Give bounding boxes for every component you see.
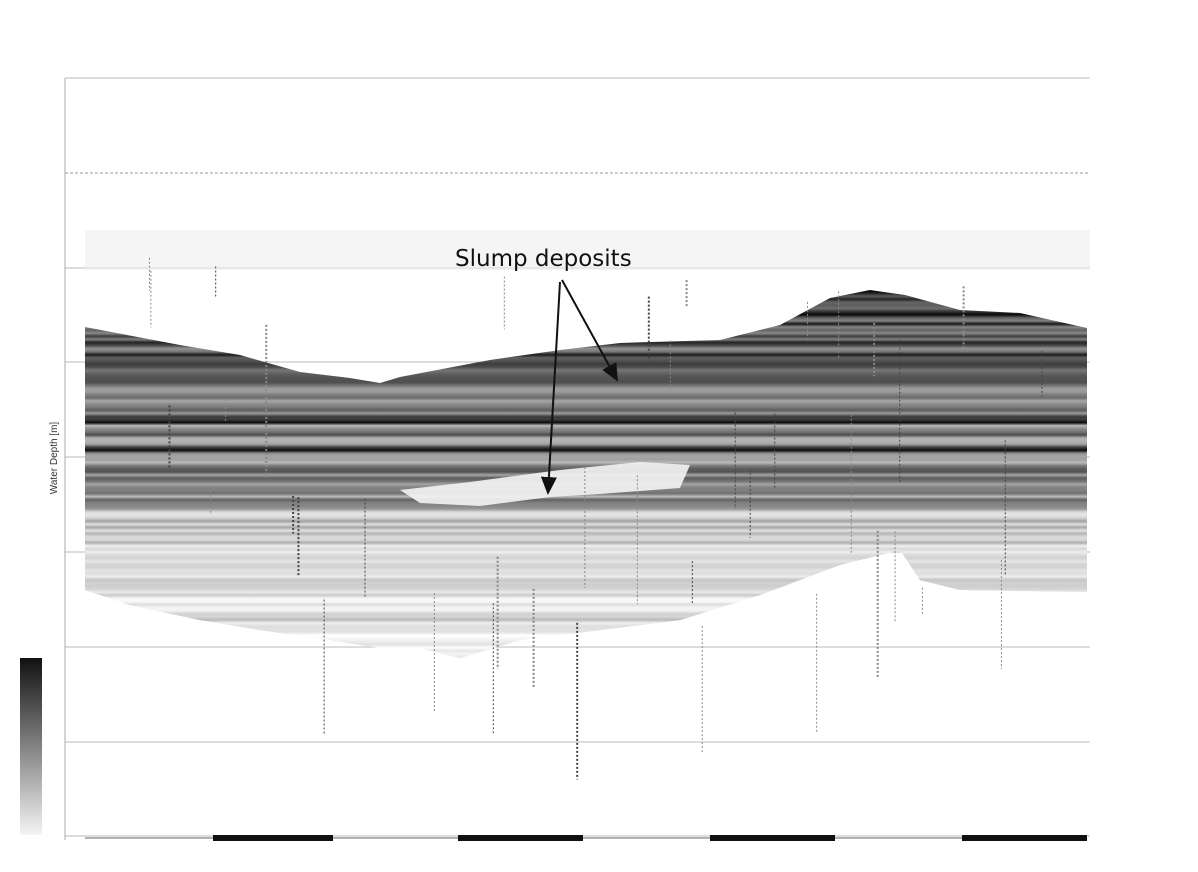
color-bar xyxy=(20,658,42,835)
annotation: Slump deposits xyxy=(455,246,632,272)
y-axis-label: Water Depth [m] xyxy=(49,422,60,495)
seismic-profile-figure: Water Depth [m] Slump deposits xyxy=(0,0,1198,872)
page: {"annotation": "Slump deposits", "y_axis… xyxy=(0,0,1198,872)
